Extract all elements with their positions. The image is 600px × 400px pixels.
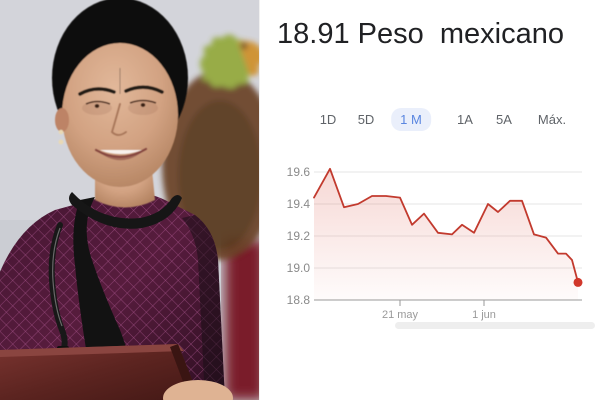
svg-text:19.0: 19.0 [287,261,311,275]
svg-text:1 jun: 1 jun [472,309,496,321]
svg-text:19.6: 19.6 [287,165,311,179]
svg-text:19.4: 19.4 [287,197,311,211]
svg-text:21 may: 21 may [382,309,419,321]
svg-text:18.8: 18.8 [287,293,311,307]
svg-text:19.2: 19.2 [287,229,311,243]
